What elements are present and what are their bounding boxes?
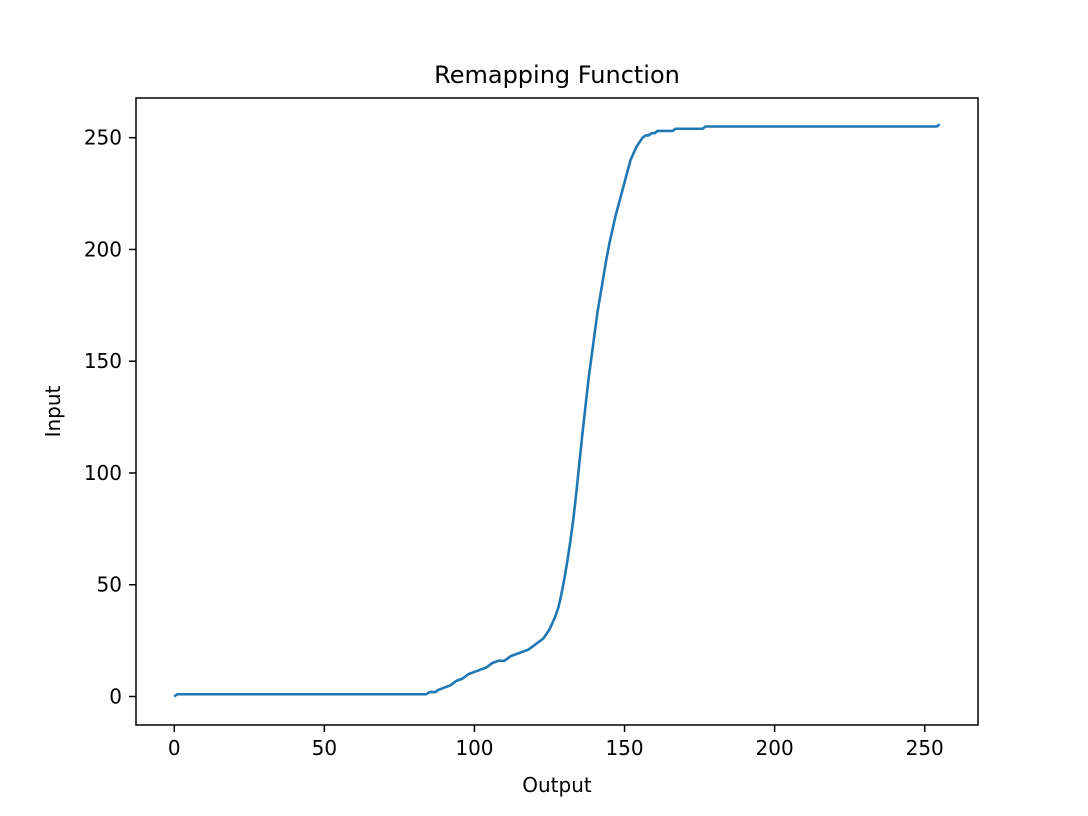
x-tick-label: 50 <box>312 736 337 760</box>
x-tick-label: 200 <box>756 736 794 760</box>
x-tick-label: 0 <box>168 736 181 760</box>
y-tick-label: 100 <box>84 461 122 485</box>
series-line-remapping <box>173 123 941 698</box>
chart-title: Remapping Function <box>434 61 680 89</box>
y-axis-label: Input <box>41 385 65 437</box>
x-axis-ticks: 0 50 100 150 200 250 <box>168 725 944 760</box>
y-tick-label: 150 <box>84 349 122 373</box>
x-tick-label: 250 <box>906 736 944 760</box>
y-axis-ticks: 0 50 100 150 200 250 <box>84 126 136 709</box>
y-tick-label: 0 <box>109 685 122 709</box>
y-tick-label: 250 <box>84 126 122 150</box>
plot-area <box>173 123 941 698</box>
x-tick-label: 150 <box>605 736 643 760</box>
x-axis-label: Output <box>522 773 592 797</box>
x-tick-label: 100 <box>455 736 493 760</box>
plot-frame <box>135 97 979 726</box>
y-tick-label: 200 <box>84 237 122 261</box>
y-tick-label: 50 <box>97 573 122 597</box>
